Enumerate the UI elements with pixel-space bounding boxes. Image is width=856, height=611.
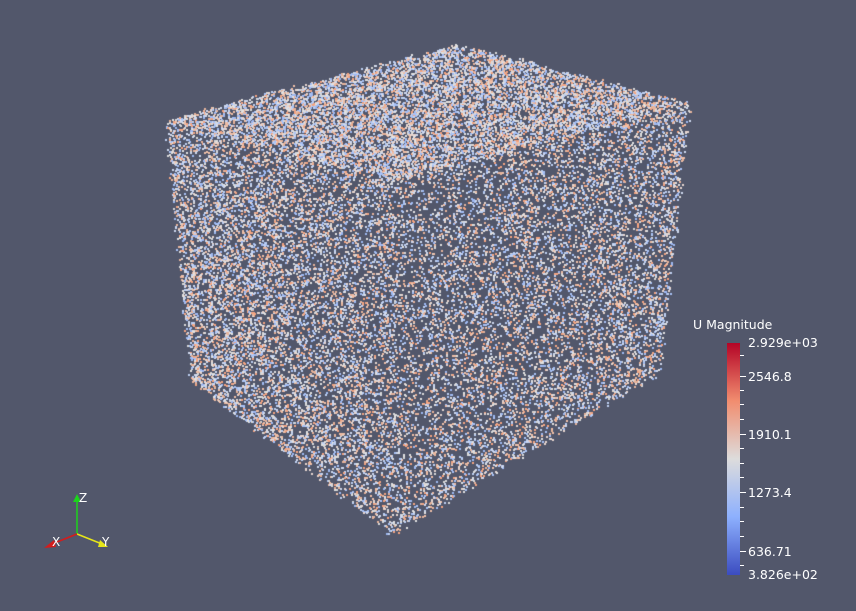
minor-tick: [740, 390, 744, 391]
y-axis-line: [76, 533, 103, 545]
minor-tick: [740, 419, 744, 420]
tick-mark: [740, 434, 746, 435]
color-map-ramp: [727, 343, 740, 575]
z-axis-label: Z: [79, 491, 87, 505]
minor-tick: [740, 355, 744, 356]
y-axis-label: Y: [101, 535, 110, 549]
minor-tick: [740, 507, 744, 508]
scalar-bar-title: U Magnitude: [693, 317, 773, 332]
minor-tick: [740, 463, 744, 464]
x-axis-arrowhead: [44, 540, 56, 548]
minor-tick: [740, 477, 744, 478]
tick-mark: [740, 376, 746, 377]
scalar-bar-label-min: 3.826e+02: [748, 567, 818, 582]
tick-mark: [740, 551, 746, 552]
scalar-bar-label: 636.71: [748, 544, 792, 559]
tick-mark: [740, 492, 746, 493]
x-axis-label: X: [52, 535, 60, 549]
minor-tick: [740, 536, 744, 537]
orientation-axes-widget[interactable]: Z Y X: [36, 486, 126, 556]
minor-tick: [740, 565, 744, 566]
scalar-bar-label: 2546.8: [748, 369, 792, 384]
minor-tick: [740, 521, 744, 522]
scalar-bar-label: 1273.4: [748, 485, 792, 500]
scalar-bar-legend[interactable]: U Magnitude 2.929e+03 2546.8 1910.1 1273…: [690, 314, 820, 584]
scalar-bar-label: 1910.1: [748, 427, 792, 442]
x-axis-line: [51, 533, 78, 545]
scalar-bar-label-max: 2.929e+03: [748, 335, 818, 350]
y-axis-arrowhead: [98, 540, 108, 547]
minor-tick: [740, 448, 744, 449]
minor-tick: [740, 404, 744, 405]
z-axis-arrowhead: [73, 494, 81, 502]
